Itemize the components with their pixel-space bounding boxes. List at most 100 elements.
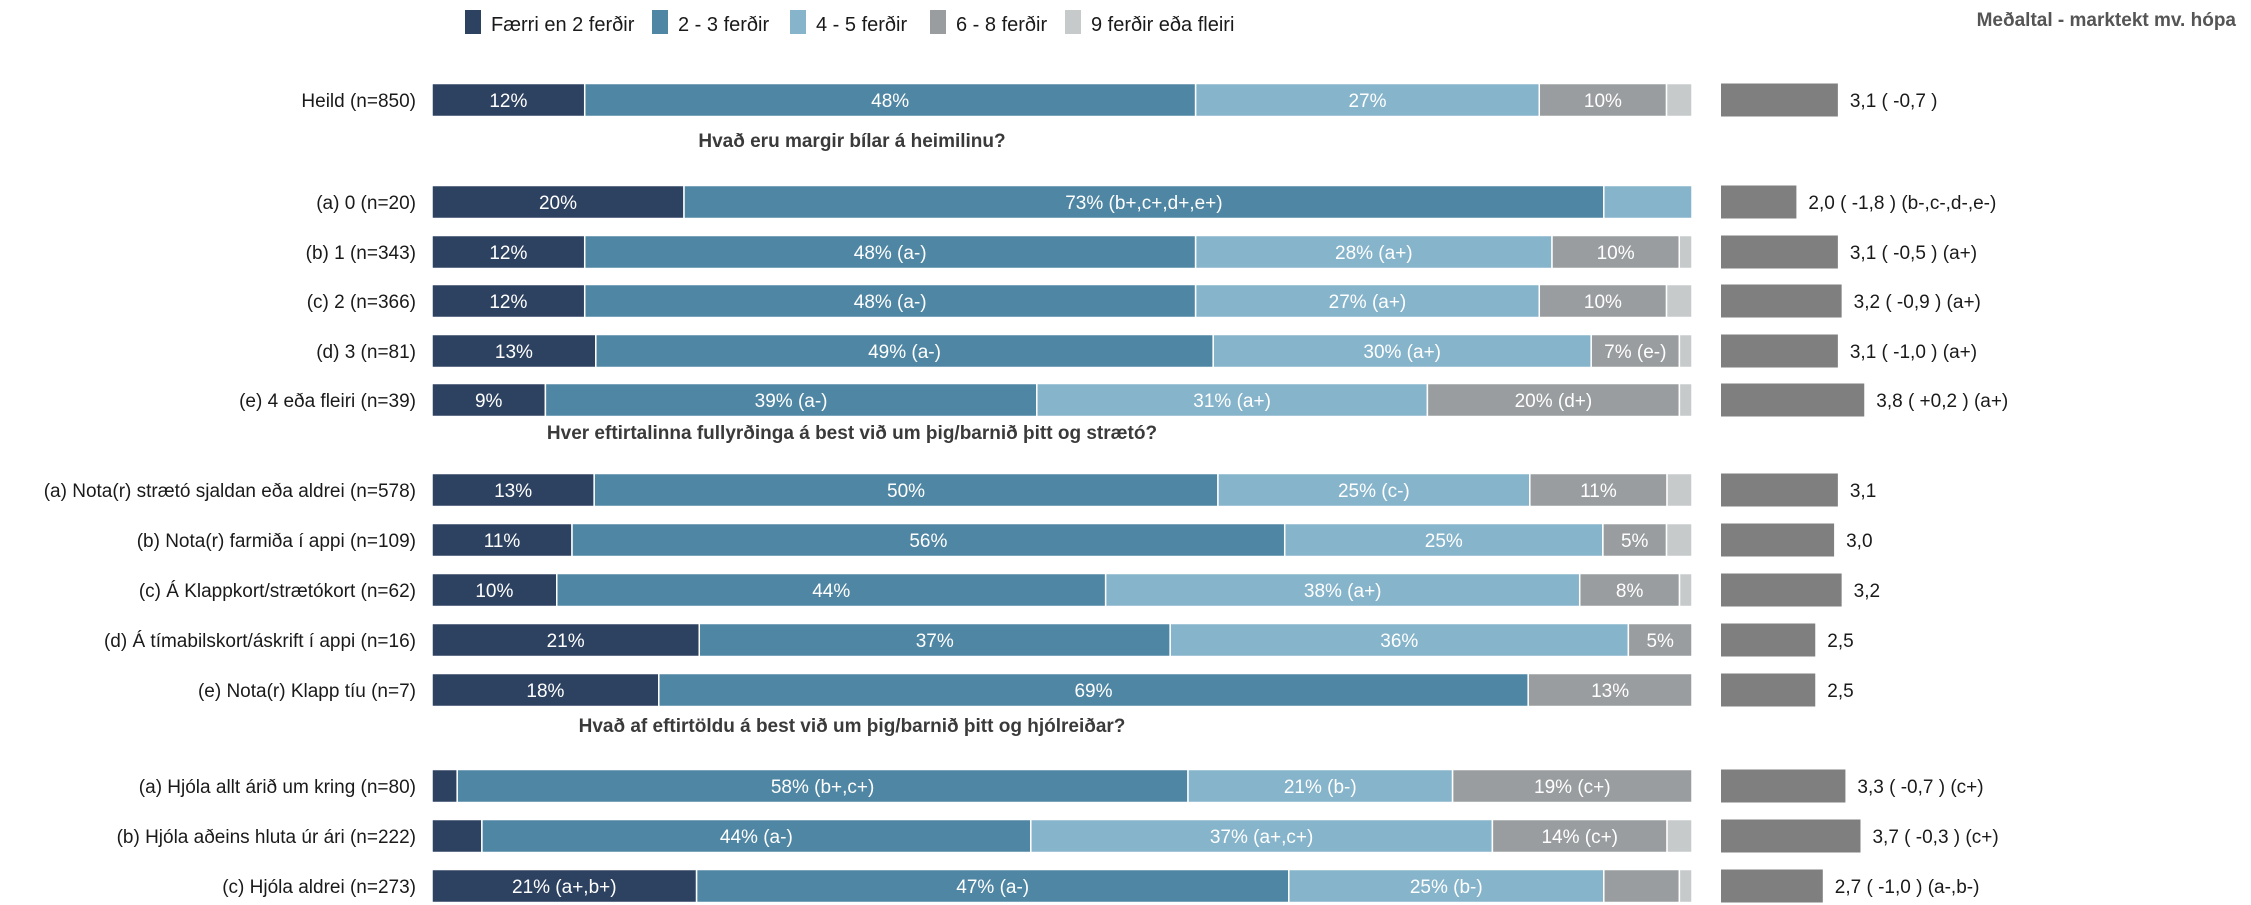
bar-segment — [1678, 868, 1693, 904]
bar-segment — [1527, 672, 1693, 708]
category-label: (e) Nota(r) Klapp tíu (n=7) — [198, 681, 416, 702]
bar-segment — [544, 382, 1038, 418]
bar-segment — [1288, 868, 1605, 904]
data-label: 39% (a-) — [755, 391, 828, 412]
bar-segment — [1678, 333, 1693, 369]
data-label: 12% — [489, 243, 527, 264]
average-label: 3,3 ( -0,7 ) (c+) — [1857, 777, 1983, 798]
data-label: 73% (b+,c+,d+,e+) — [1065, 193, 1222, 214]
bar-segment — [1603, 184, 1693, 220]
bar-segment — [1666, 818, 1693, 854]
bar-segment — [431, 82, 586, 118]
average-label: 2,5 — [1827, 681, 1853, 702]
category-label: (c) 2 (n=366) — [307, 292, 416, 313]
bar-segment — [431, 382, 547, 418]
chart-row: (e) 4 eða fleiri (n=39) 9% 39% (a-) 31% (a+… — [239, 382, 2008, 418]
data-label: 25% (c-) — [1338, 481, 1410, 502]
data-label: 13% — [495, 342, 533, 363]
bar-segment — [1678, 234, 1693, 270]
data-label: 38% (a+) — [1304, 581, 1382, 602]
bar-segment — [1578, 572, 1681, 608]
average-label: 3,1 ( -0,7 ) — [1850, 91, 1938, 112]
average-bar — [1721, 235, 1838, 269]
bar-segment — [431, 572, 558, 608]
average-label: 3,2 ( -0,9 ) (a+) — [1854, 292, 1981, 313]
average-bar — [1721, 185, 1797, 219]
bar-segment — [1603, 868, 1681, 904]
average-label: 2,0 ( -1,8 ) (b-,c-,d-,e-) — [1808, 193, 1996, 214]
bar-segment — [1426, 382, 1681, 418]
chart-row: (c) 2 (n=366) 12% 48% (a-) 27% (a+) 10% 3,2 (… — [307, 283, 1981, 319]
bar-segment — [1491, 818, 1668, 854]
chart-row: (a) 0 (n=20) 20% 73% (b+,c+,d+,e+) 2,0 ( -1… — [316, 184, 1996, 220]
data-label: 18% — [526, 681, 564, 702]
data-label: 19% (c+) — [1534, 777, 1611, 798]
bar-segment — [481, 818, 1032, 854]
bar-segment — [683, 184, 1605, 220]
average-label: 3,7 ( -0,3 ) (c+) — [1872, 827, 1998, 848]
chart-row: (b) Nota(r) farmiða í appi (n=109) 11% 56%… — [137, 522, 1873, 558]
bar-segment — [431, 622, 701, 658]
data-label: 48% — [871, 91, 909, 112]
data-label: 10% — [475, 581, 513, 602]
bar-segment — [583, 283, 1197, 319]
data-label: 31% (a+) — [1193, 391, 1271, 412]
average-bar — [1721, 284, 1842, 318]
average-label: 3,2 — [1854, 581, 1880, 602]
data-label: 37% — [916, 631, 954, 652]
data-label: 13% — [1591, 681, 1629, 702]
bar-segment — [431, 472, 595, 508]
bar-segment — [1665, 82, 1693, 118]
chart-row: (b) 1 (n=343) 12% 48% (a-) 28% (a+) 10% 3,1 (… — [306, 234, 1977, 270]
bar-segment — [1538, 283, 1668, 319]
bar-segment — [1194, 283, 1541, 319]
chart-rows: Heild (n=850) 12% 48% 27% 10% 3,1 ( -0,7 ) Hva… — [44, 82, 2008, 904]
bar-segment — [658, 672, 1529, 708]
legend-swatch — [930, 10, 946, 34]
data-label: 10% — [1584, 292, 1622, 313]
average-label: 3,1 ( -1,0 ) (a+) — [1850, 342, 1977, 363]
bar-segment — [431, 234, 586, 270]
data-label: 37% (a+,c+) — [1210, 827, 1314, 848]
category-label: (a) Hjóla allt árið um kring (n=80) — [139, 777, 416, 798]
data-label: 44% (a-) — [720, 827, 793, 848]
bar-segment — [1036, 382, 1429, 418]
average-bar — [1721, 473, 1838, 507]
bar-segment — [1627, 622, 1693, 658]
data-label: 27% (a+) — [1329, 292, 1407, 313]
bar-segment — [695, 868, 1290, 904]
data-label: 25% — [1425, 531, 1463, 552]
data-label: 5% — [1621, 531, 1649, 552]
legend-label: Færri en 2 ferðir — [491, 14, 635, 36]
data-label: 56% — [909, 531, 947, 552]
data-label: 69% — [1074, 681, 1112, 702]
bar-segment — [1194, 82, 1541, 118]
category-label: (a) 0 (n=20) — [316, 193, 416, 214]
legend-label: 9 ferðir eða fleiri — [1091, 14, 1234, 36]
bar-segment — [1169, 622, 1630, 658]
legend-item: Færri en 2 ferðir — [465, 10, 635, 36]
chart-row: (b) Hjóla aðeins hluta úr ári (n=222) 44%… — [117, 818, 1999, 854]
category-label: (b) Hjóla aðeins hluta úr ári (n=222) — [117, 827, 416, 848]
bar-segment — [1283, 522, 1604, 558]
data-label: 13% — [494, 481, 532, 502]
average-bar — [1721, 334, 1838, 368]
average-bar — [1721, 623, 1816, 657]
bar-segment — [431, 868, 698, 904]
data-label: 36% — [1380, 631, 1418, 652]
bar-segment — [1212, 333, 1592, 369]
bar-segment — [431, 522, 573, 558]
category-label: (b) Nota(r) farmiða í appi (n=109) — [137, 531, 416, 552]
data-label: 12% — [489, 292, 527, 313]
data-label: 9% — [475, 391, 503, 412]
legend-item: 4 - 5 ferðir — [790, 10, 907, 36]
chart-row: (c) Hjóla aldrei (n=273) 21% (a+,b+) 47% (… — [222, 868, 1979, 904]
bar-segment — [698, 622, 1171, 658]
legend-item: 6 - 8 ferðir — [930, 10, 1047, 36]
legend-label: 6 - 8 ferðir — [956, 14, 1047, 36]
category-label: (a) Nota(r) strætó sjaldan eða aldrei (n… — [44, 481, 416, 502]
legend-swatch — [1065, 10, 1081, 34]
section-title: Hvað eru margir bílar á heimilinu? — [698, 131, 1005, 152]
bar-segment — [1678, 572, 1693, 608]
